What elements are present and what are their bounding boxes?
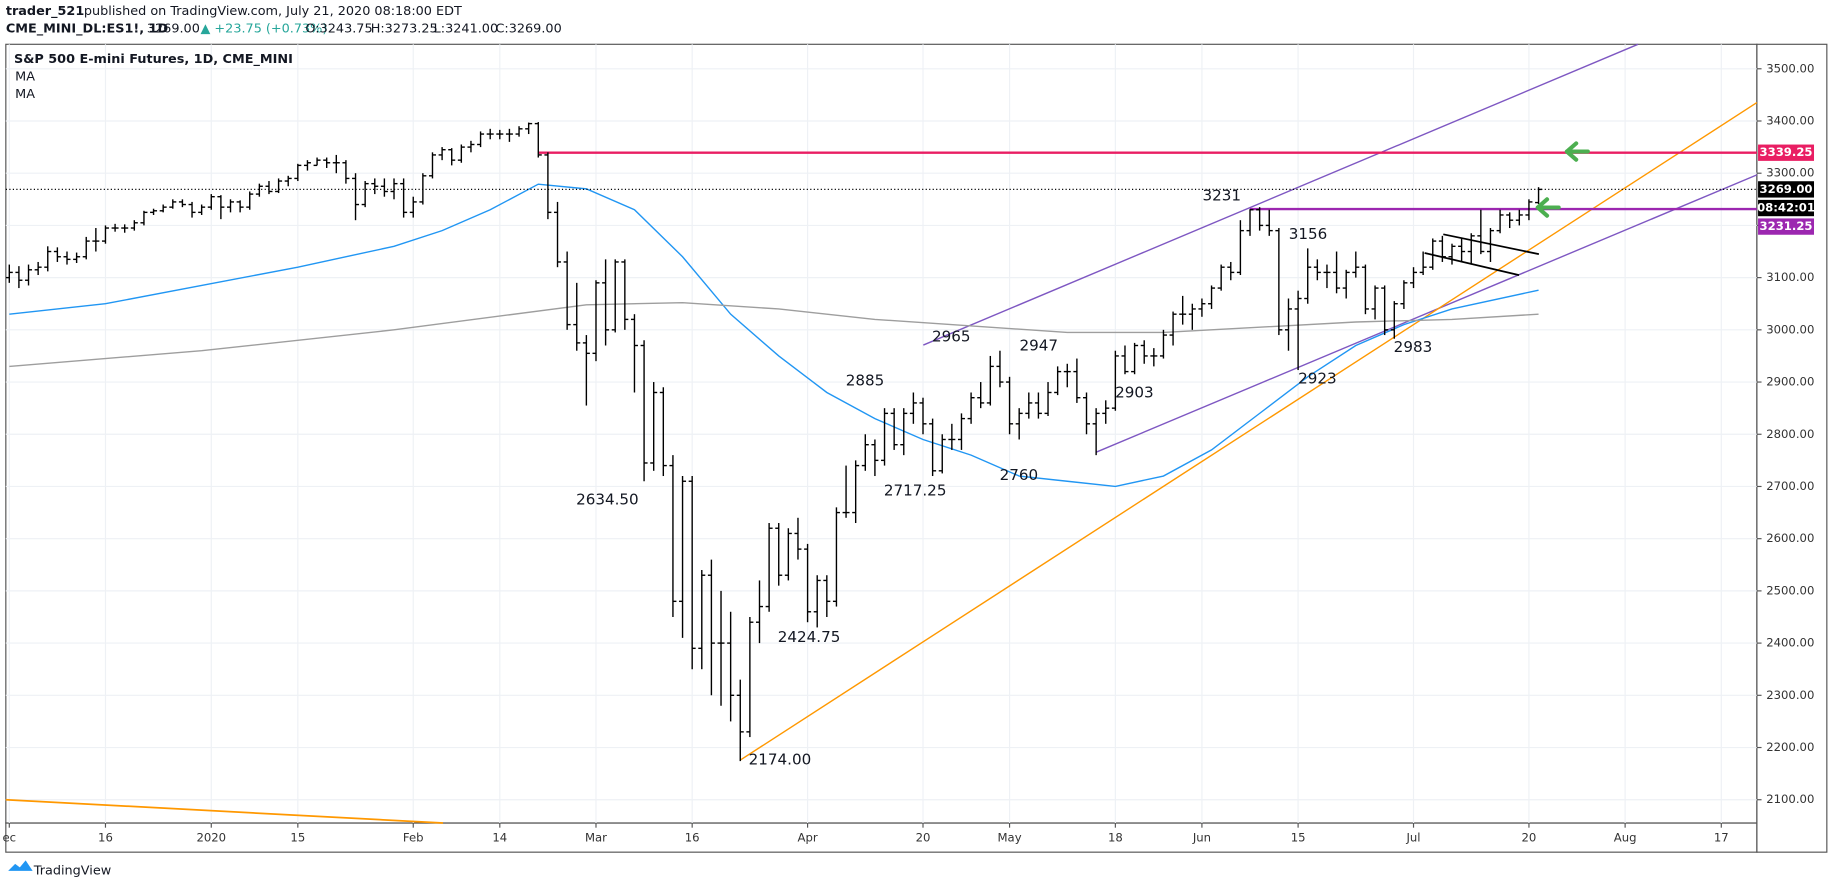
x-tick-label: Feb xyxy=(403,831,424,845)
annotation: 2947 xyxy=(1019,337,1058,355)
y-tick-label: 3300.00 xyxy=(1766,166,1814,180)
y-tick-label: 3400.00 xyxy=(1766,113,1814,127)
arrows xyxy=(1535,141,1590,218)
channel-upper xyxy=(923,43,1639,346)
annotation: 2634.50 xyxy=(576,491,639,509)
y-tick-label: 2400.00 xyxy=(1766,636,1814,650)
y-tick-label: 3000.00 xyxy=(1766,322,1814,336)
channel-lower xyxy=(1095,174,1758,453)
x-tick-label: Mar xyxy=(585,831,607,845)
open: O:3243.75 xyxy=(305,22,372,37)
drawings xyxy=(5,43,1758,824)
annotation: 3231 xyxy=(1203,186,1242,204)
y-tick-label: 3500.00 xyxy=(1766,61,1814,75)
x-tick-label: ec xyxy=(3,831,17,845)
x-tick-label: 15 xyxy=(290,831,305,845)
x-tick-label: 2020 xyxy=(196,831,226,845)
x-tick-label: 17 xyxy=(1714,831,1729,845)
logo xyxy=(8,860,33,871)
brand: TradingView xyxy=(33,863,111,878)
annotation: 2760 xyxy=(1000,466,1039,484)
countdown: 08:42:01 xyxy=(1757,201,1815,215)
price-label-box xyxy=(1758,144,1815,161)
price-label: 3269.00 xyxy=(1760,182,1813,196)
arrow xyxy=(1564,141,1590,162)
published: published on TradingView.com, July 21, 2… xyxy=(84,4,462,19)
close: C:3269.00 xyxy=(495,22,561,37)
x-tick-label: May xyxy=(998,831,1022,845)
annotation: 2174.00 xyxy=(749,751,812,769)
y-tick-label: 2200.00 xyxy=(1766,740,1814,754)
x-tick-label: 20 xyxy=(916,831,931,845)
trend-line-old xyxy=(5,798,444,824)
y-tick-label: 2300.00 xyxy=(1766,688,1814,702)
y-tick-label: 2600.00 xyxy=(1766,531,1814,545)
annotation: 2903 xyxy=(1115,383,1154,401)
x-tick-label: Jul xyxy=(1405,831,1420,845)
arrow xyxy=(1535,197,1561,218)
axis-labels: 2100.00 2200.00 2300.00 2400.00 2500.00 2600.… xyxy=(3,61,1815,844)
price-label-box xyxy=(1758,218,1815,235)
trend-line xyxy=(739,101,1758,761)
y-tick-label: 2500.00 xyxy=(1766,583,1814,597)
x-tick-label: 16 xyxy=(98,831,113,845)
price-label-box xyxy=(1758,181,1815,198)
annotation: 3156 xyxy=(1289,225,1328,243)
x-tick-label: 20 xyxy=(1522,831,1537,845)
x-tick-label: 14 xyxy=(492,831,507,845)
price-axis xyxy=(1756,43,1828,853)
x-tick-label: Jun xyxy=(1192,831,1211,845)
legend-entry: MA xyxy=(15,69,35,84)
legend-entry: MA xyxy=(15,87,35,102)
x-tick-label: 16 xyxy=(685,831,700,845)
annotation: 2965 xyxy=(932,327,971,345)
annotation: 2923 xyxy=(1298,369,1337,387)
annotation: 2983 xyxy=(1394,338,1433,356)
chart-title: S&P 500 E-mini Futures, 1D, CME_MINI xyxy=(14,52,293,67)
y-tick-label: 2800.00 xyxy=(1766,427,1814,441)
x-tick-label: Apr xyxy=(798,831,818,845)
x-tick-label: Aug xyxy=(1614,831,1637,845)
x-tick-label: 18 xyxy=(1108,831,1123,845)
y-tick-label: 2100.00 xyxy=(1766,792,1814,806)
moving-average xyxy=(9,301,1539,368)
symbol: CME_MINI_DL:ES1!, 1D xyxy=(6,22,168,37)
moving-average xyxy=(9,183,1539,488)
countdown-box xyxy=(1758,199,1815,217)
annotation: 2717.25 xyxy=(884,481,947,499)
annotation: 2885 xyxy=(846,372,885,390)
last-price: 3269.00 xyxy=(147,22,200,37)
author: trader_521 xyxy=(6,4,85,19)
marks: 3231 3156 2965 2947 2885 2903 2923 2983 2634.50 2… xyxy=(5,122,1757,769)
y-tick-label: 3100.00 xyxy=(1766,270,1814,284)
low: L:3241.00 xyxy=(434,22,498,37)
y-tick-label: 2900.00 xyxy=(1766,375,1814,389)
x-tick-label: 15 xyxy=(1291,831,1306,845)
high: H:3273.25 xyxy=(371,22,438,37)
y-tick-label: 2700.00 xyxy=(1766,479,1814,493)
grid xyxy=(5,44,1757,824)
change: ▲ +23.75 (+0.73%) xyxy=(201,22,328,37)
price-label: 3339.25 xyxy=(1760,145,1813,159)
price-label: 3231.25 xyxy=(1760,219,1813,233)
annotation: 2424.75 xyxy=(778,628,841,646)
